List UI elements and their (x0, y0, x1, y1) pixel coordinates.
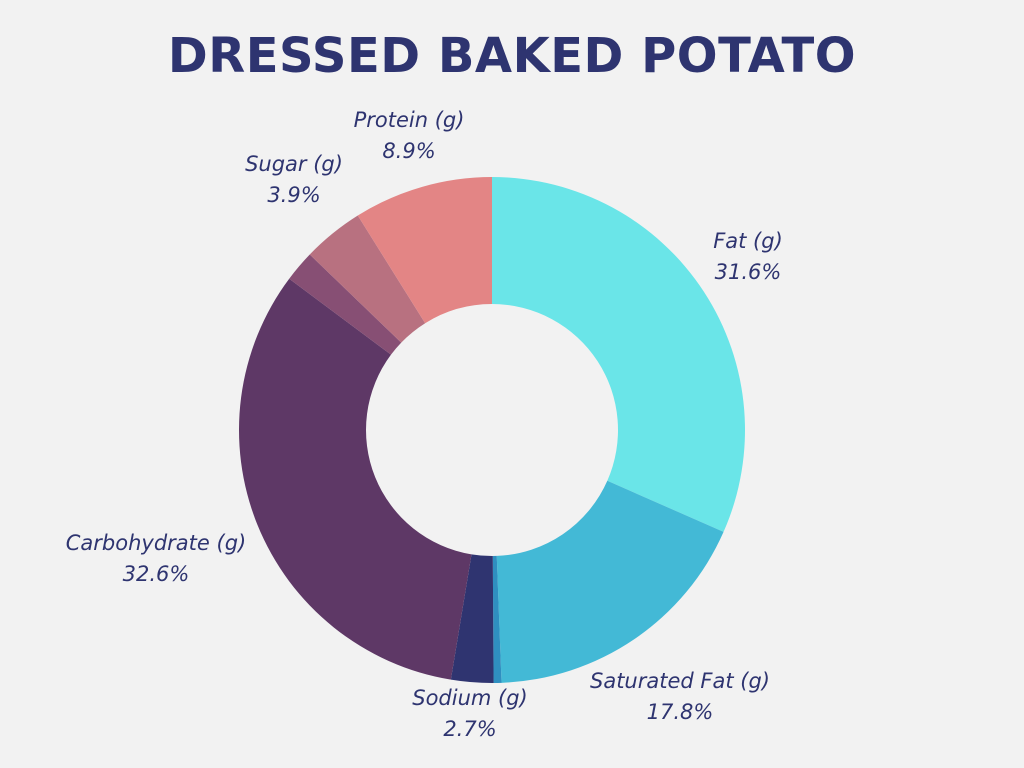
donut-labels: Fat (g) 31.6% Saturated Fat (g) 17.8% Sodium… (66, 108, 783, 741)
slice-label-name: Sugar (g) (245, 152, 343, 176)
slice-label-name: Fat (g) (713, 229, 783, 253)
slice-saturated-fat-g (496, 480, 724, 683)
slice-protein-g (357, 177, 492, 324)
chart-title: DRESSED BAKED POTATO (167, 28, 857, 84)
slice-sugar-g (309, 215, 426, 343)
slice-label-percent: 8.9% (382, 139, 435, 163)
slice-label-name: Saturated Fat (g) (590, 669, 770, 693)
slice-label-name: Sodium (g) (412, 686, 528, 710)
slice-label-name: Carbohydrate (g) (66, 531, 246, 555)
slice-label-percent: 2.7% (443, 717, 496, 741)
slice-label-percent: 31.6% (715, 260, 782, 284)
slice-label-name: Protein (g) (354, 108, 465, 132)
slice-label-percent: 17.8% (647, 700, 714, 724)
slice-label-percent: 32.6% (123, 562, 190, 586)
slice-carbohydrate-g (239, 278, 472, 680)
slice-fat-g (492, 177, 745, 532)
slice-sodium-g (450, 554, 494, 683)
donut-slices (239, 177, 745, 683)
slice-label-percent: 3.9% (267, 183, 320, 207)
slice-unlabeled-5 (289, 254, 402, 355)
slice-unlabeled-2 (492, 555, 502, 683)
